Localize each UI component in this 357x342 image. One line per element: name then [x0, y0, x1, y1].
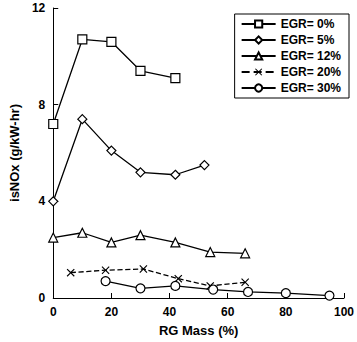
svg-text:60: 60	[221, 305, 235, 319]
svg-text:20: 20	[105, 305, 119, 319]
svg-text:isNOx (g/kW-hr): isNOx (g/kW-hr)	[7, 104, 22, 202]
svg-text:100: 100	[334, 305, 354, 319]
svg-text:EGR= 12%: EGR= 12%	[281, 49, 342, 63]
svg-text:0: 0	[39, 291, 46, 305]
svg-text:12: 12	[32, 1, 46, 15]
svg-text:EGR= 0%: EGR= 0%	[281, 17, 335, 31]
svg-text:80: 80	[279, 305, 293, 319]
svg-text:RG Mass (%): RG Mass (%)	[159, 323, 238, 338]
svg-text:8: 8	[39, 98, 46, 112]
svg-text:40: 40	[163, 305, 177, 319]
svg-text:4: 4	[39, 194, 46, 208]
svg-text:EGR= 30%: EGR= 30%	[281, 81, 342, 95]
svg-text:EGR= 20%: EGR= 20%	[281, 65, 342, 79]
svg-text:EGR= 5%: EGR= 5%	[281, 33, 335, 47]
svg-text:0: 0	[50, 305, 57, 319]
